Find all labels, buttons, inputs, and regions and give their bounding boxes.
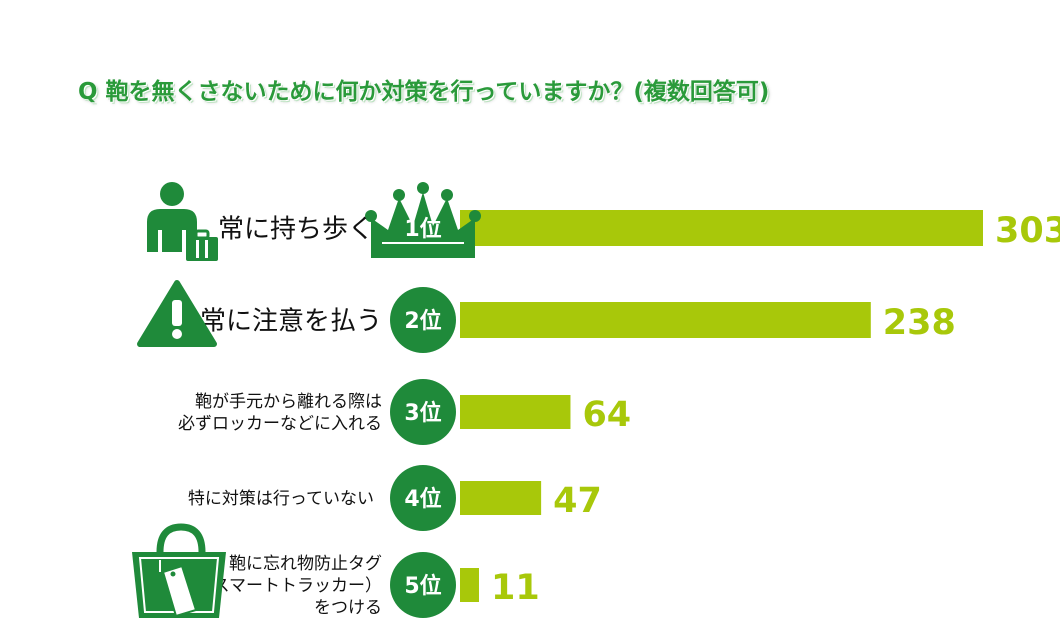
bar xyxy=(460,395,571,429)
value-label: 303 xyxy=(995,211,1060,251)
rank-badge xyxy=(390,465,456,531)
rank-label: 2位 xyxy=(404,308,441,334)
rank-badge xyxy=(390,552,456,618)
rank-badge xyxy=(390,379,456,445)
category-label: 鞄に忘れ物防止タグ（スマートトラッカー）をつける xyxy=(196,554,383,618)
bar xyxy=(460,568,479,602)
rank-label: 5位 xyxy=(404,573,441,599)
rank-label: 4位 xyxy=(404,486,441,512)
rank-label: 1位 xyxy=(404,216,441,242)
value-label: 11 xyxy=(491,568,540,608)
category-label: 特に対策は行っていない xyxy=(188,489,374,509)
category-label: 常に持ち歩く xyxy=(218,214,374,244)
rank-badge xyxy=(390,287,456,353)
category-label: 常に注意を払う xyxy=(200,306,382,336)
warning-icon xyxy=(137,280,217,347)
value-label: 47 xyxy=(553,481,602,521)
bar xyxy=(460,481,542,515)
value-label: 238 xyxy=(883,303,956,343)
chart-title: Q 鞄を無くさないために何か対策を行っていますか？(複数回答可) xyxy=(78,79,770,105)
bar-row: 47 4位 特に対策は行っていない xyxy=(188,465,602,531)
person-with-suitcase-icon xyxy=(147,182,218,261)
bar xyxy=(460,302,871,338)
bar-row: 303 1位 常に持ち歩く xyxy=(218,182,1060,258)
value-label: 64 xyxy=(582,395,631,435)
category-label: 鞄が手元から離れる際は必ずロッカーなどに入れる xyxy=(178,392,382,434)
tote-bag-with-tag-icon xyxy=(132,523,226,618)
crown-badge xyxy=(365,182,481,258)
rank-label: 3位 xyxy=(404,400,441,426)
bar xyxy=(460,210,983,246)
